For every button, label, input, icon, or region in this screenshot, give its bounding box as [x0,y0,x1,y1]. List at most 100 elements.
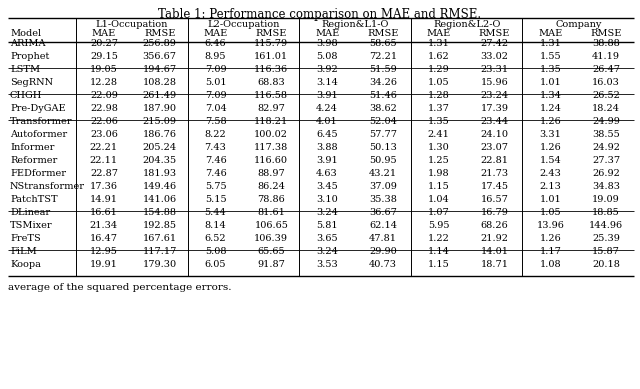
Text: 5.01: 5.01 [205,78,227,87]
Text: 1.14: 1.14 [428,247,450,256]
Text: 38.62: 38.62 [369,104,397,113]
Text: 205.24: 205.24 [143,143,177,152]
Text: 3.14: 3.14 [316,78,338,87]
Text: 50.95: 50.95 [369,156,397,165]
Text: 1.35: 1.35 [428,117,449,126]
Text: Reformer: Reformer [10,156,57,165]
Text: 22.81: 22.81 [481,156,509,165]
Text: 29.90: 29.90 [369,247,397,256]
Text: 116.60: 116.60 [254,156,288,165]
Text: 1.54: 1.54 [540,156,561,165]
Text: 2.43: 2.43 [540,169,561,178]
Text: Pre-DyGAE: Pre-DyGAE [10,104,66,113]
Text: 144.96: 144.96 [589,221,623,230]
Text: 1.04: 1.04 [428,195,449,204]
Text: 33.02: 33.02 [481,52,509,61]
Text: 27.37: 27.37 [592,156,620,165]
Text: 91.87: 91.87 [257,260,285,269]
Text: 13.96: 13.96 [536,221,564,230]
Text: 8.95: 8.95 [205,52,227,61]
Text: 23.24: 23.24 [481,91,509,100]
Text: 68.26: 68.26 [481,221,508,230]
Text: Region&L2-O: Region&L2-O [433,19,500,28]
Text: PatchTST: PatchTST [10,195,58,204]
Text: 81.61: 81.61 [257,208,285,217]
Text: 186.76: 186.76 [143,130,177,139]
Text: 167.61: 167.61 [143,234,177,243]
Text: 29.15: 29.15 [90,52,118,61]
Text: 1.30: 1.30 [428,143,449,152]
Text: 68.83: 68.83 [257,78,285,87]
Text: 3.53: 3.53 [316,260,338,269]
Text: Region&L1-O: Region&L1-O [321,19,388,28]
Text: 3.31: 3.31 [540,130,561,139]
Text: 6.05: 6.05 [205,260,227,269]
Text: 22.98: 22.98 [90,104,118,113]
Text: 1.31: 1.31 [428,39,450,48]
Text: 27.42: 27.42 [481,39,509,48]
Text: Transformer: Transformer [10,117,72,126]
Text: CHGH: CHGH [10,91,42,100]
Text: 72.21: 72.21 [369,52,397,61]
Text: 1.25: 1.25 [428,156,449,165]
Text: 3.92: 3.92 [316,65,338,74]
Text: 356.67: 356.67 [143,52,177,61]
Text: 1.62: 1.62 [428,52,449,61]
Text: 7.46: 7.46 [205,156,227,165]
Text: 18.85: 18.85 [592,208,620,217]
Text: 52.04: 52.04 [369,117,397,126]
Text: 58.65: 58.65 [369,39,397,48]
Text: 16.79: 16.79 [481,208,508,217]
Text: 43.21: 43.21 [369,169,397,178]
Text: RMSE: RMSE [591,28,622,37]
Text: 1.01: 1.01 [540,78,561,87]
Text: 5.95: 5.95 [428,221,449,230]
Text: 35.38: 35.38 [369,195,397,204]
Text: 57.77: 57.77 [369,130,397,139]
Text: MAE: MAE [92,28,116,37]
Text: 65.65: 65.65 [257,247,285,256]
Text: Prophet: Prophet [10,52,49,61]
Text: 3.24: 3.24 [316,208,338,217]
Text: 1.55: 1.55 [540,52,561,61]
Text: 38.88: 38.88 [592,39,620,48]
Text: 261.49: 261.49 [143,91,177,100]
Text: 149.46: 149.46 [143,182,177,191]
Text: 181.93: 181.93 [143,169,177,178]
Text: 19.91: 19.91 [90,260,118,269]
Text: 6.52: 6.52 [205,234,227,243]
Text: 5.08: 5.08 [316,52,338,61]
Text: 3.91: 3.91 [316,156,338,165]
Text: 26.52: 26.52 [592,91,620,100]
Text: FiLM: FiLM [10,247,36,256]
Text: 1.07: 1.07 [428,208,449,217]
Text: FreTS: FreTS [10,234,41,243]
Text: RMSE: RMSE [479,28,510,37]
Text: 192.85: 192.85 [143,221,177,230]
Text: 24.10: 24.10 [481,130,509,139]
Text: 141.06: 141.06 [143,195,177,204]
Text: 5.44: 5.44 [205,208,227,217]
Text: 86.24: 86.24 [257,182,285,191]
Text: 22.09: 22.09 [90,91,118,100]
Text: 26.92: 26.92 [592,169,620,178]
Text: 50.13: 50.13 [369,143,397,152]
Text: 51.59: 51.59 [369,65,397,74]
Text: 88.97: 88.97 [257,169,285,178]
Text: 100.02: 100.02 [254,130,288,139]
Text: 62.14: 62.14 [369,221,397,230]
Text: average of the squared percentage errors.: average of the squared percentage errors… [8,284,232,293]
Text: 19.05: 19.05 [90,65,118,74]
Text: 2.13: 2.13 [540,182,561,191]
Text: 78.86: 78.86 [257,195,285,204]
Text: 1.24: 1.24 [540,104,561,113]
Text: 117.38: 117.38 [254,143,289,152]
Text: 115.79: 115.79 [254,39,289,48]
Text: 14.01: 14.01 [481,247,509,256]
Text: SegRNN: SegRNN [10,78,53,87]
Text: 1.08: 1.08 [540,260,561,269]
Text: 19.09: 19.09 [592,195,620,204]
Text: 215.09: 215.09 [143,117,177,126]
Text: 7.09: 7.09 [205,65,227,74]
Text: 22.21: 22.21 [90,143,118,152]
